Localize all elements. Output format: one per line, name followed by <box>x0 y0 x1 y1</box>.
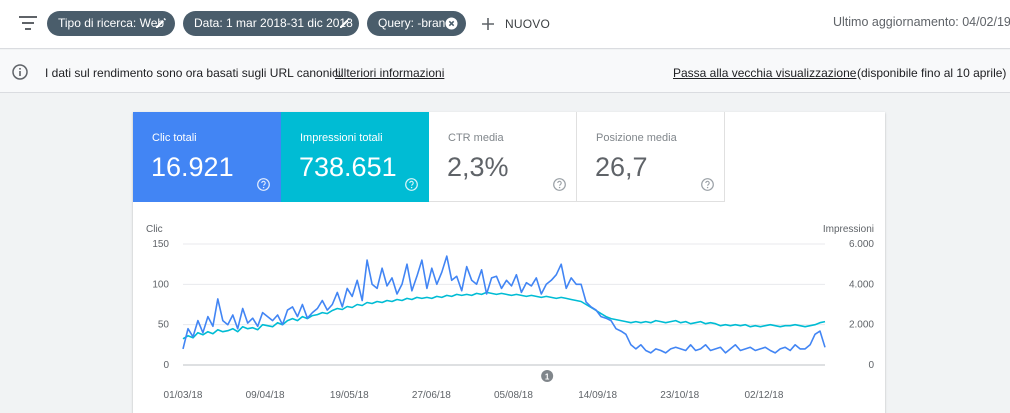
metric-tile-ctr[interactable]: CTR media 2,3% <box>429 112 577 202</box>
performance-card: Clic totali 16.921 Impressioni totali 73… <box>133 112 885 413</box>
metric-value: 26,7 <box>595 152 648 182</box>
series-line-impressioni <box>182 291 826 340</box>
metric-tile-clicks[interactable]: Clic totali 16.921 <box>133 112 281 202</box>
info-message: I dati sul rendimento sono ora basati su… <box>45 66 345 80</box>
x-tick-label: 05/08/18 <box>494 390 533 401</box>
help-icon[interactable] <box>553 178 566 191</box>
x-tick-label: 02/12/18 <box>744 390 783 401</box>
chip-query[interactable]: Query: -brand <box>367 11 466 36</box>
metric-value: 738.651 <box>299 152 397 182</box>
y-left-tick-label: 50 <box>158 320 170 331</box>
y-left-tick-label: 0 <box>163 360 169 371</box>
learn-more-link[interactable]: Ulteriori informazioni <box>335 66 445 80</box>
chip-date[interactable]: Data: 1 mar 2018-31 dic 2018 <box>183 11 359 36</box>
plus-icon <box>482 18 494 30</box>
close-icon[interactable] <box>445 17 458 30</box>
metric-value: 2,3% <box>447 152 509 182</box>
old-view-link[interactable]: Passa alla vecchia visualizzazione <box>673 66 857 80</box>
info-bar: I dati sul rendimento sono ora basati su… <box>0 50 1010 93</box>
chip-query-label: Query: -brand <box>378 16 453 30</box>
x-tick-label: 23/10/18 <box>660 390 699 401</box>
filter-icon[interactable] <box>19 16 37 30</box>
metric-value: 16.921 <box>151 152 234 182</box>
x-tick-label: 27/06/18 <box>412 390 451 401</box>
last-update: Ultimo aggiornamento: 04/02/19 <box>833 15 1010 29</box>
metric-label: Clic totali <box>152 132 197 144</box>
metric-tile-position[interactable]: Posizione media 26,7 <box>577 112 725 202</box>
x-tick-label: 19/05/18 <box>330 390 369 401</box>
left-axis-label: Clic <box>146 224 163 235</box>
help-icon[interactable] <box>701 178 714 191</box>
pencil-icon[interactable] <box>339 17 351 29</box>
y-right-tick-label: 6.000 <box>849 239 874 250</box>
metric-label: Posizione media <box>596 132 677 144</box>
chip-search-type[interactable]: Tipo di ricerca: Web <box>47 11 175 36</box>
help-icon[interactable] <box>405 178 418 191</box>
y-right-tick-label: 4.000 <box>849 279 874 290</box>
metric-tile-impressions[interactable]: Impressioni totali 738.651 <box>281 112 429 202</box>
x-tick-label: 01/03/18 <box>164 390 203 401</box>
new-filter-label: NUOVO <box>505 17 551 31</box>
help-icon[interactable] <box>257 178 270 191</box>
annotation-marker[interactable] <box>541 370 554 382</box>
y-left-tick-label: 150 <box>152 239 169 250</box>
availability-note: (disponibile fino al 10 aprile) <box>857 66 1007 80</box>
info-icon <box>12 64 28 80</box>
y-left-tick-label: 100 <box>152 279 169 290</box>
x-tick-label: 09/04/18 <box>246 390 285 401</box>
filter-bar: Tipo di ricerca: Web Data: 1 mar 2018-31… <box>0 0 1010 49</box>
x-tick-label: 14/09/18 <box>578 390 617 401</box>
metric-label: Impressioni totali <box>300 132 383 144</box>
pencil-icon[interactable] <box>155 17 167 29</box>
y-right-tick-label: 0 <box>868 360 874 371</box>
chip-search-type-label: Tipo di ricerca: Web <box>58 16 165 30</box>
right-axis-label: Impressioni <box>823 224 874 235</box>
metric-label: CTR media <box>448 132 504 144</box>
series-line-clic <box>182 255 826 354</box>
y-right-tick-label: 2.000 <box>849 320 874 331</box>
annotation-label: 1 <box>545 373 550 382</box>
chip-date-label: Data: 1 mar 2018-31 dic 2018 <box>194 16 353 30</box>
